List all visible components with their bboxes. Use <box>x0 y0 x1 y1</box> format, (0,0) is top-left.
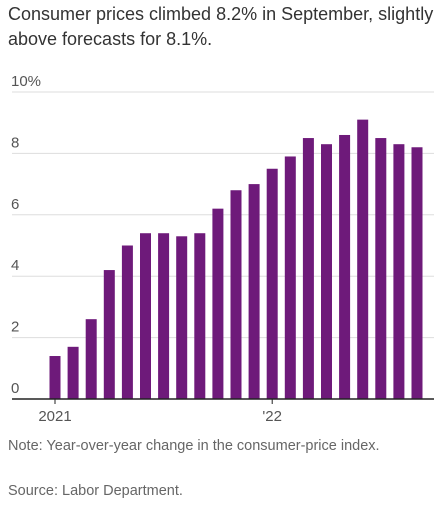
bar <box>103 270 115 399</box>
y-tick-label: 2 <box>11 319 19 336</box>
bar <box>49 356 61 399</box>
y-tick-label: 8 <box>11 134 19 151</box>
bar <box>393 144 405 399</box>
bar <box>411 147 423 399</box>
bar-chart: 0 2 4 6 8 10% 2021 '22 <box>11 73 434 425</box>
bar <box>85 319 97 399</box>
x-tick-labels: 2021 '22 <box>38 399 282 425</box>
y-tick-label: 6 <box>11 196 19 213</box>
y-tick-label: 4 <box>11 257 19 274</box>
chart-title: Consumer prices climbed 8.2% in Septembe… <box>8 4 434 49</box>
y-tick-labels: 0 2 4 6 8 10% <box>11 73 41 397</box>
chart-note: Note: Year-over-year change in the consu… <box>8 438 380 454</box>
bar <box>140 233 151 399</box>
bar <box>176 236 188 399</box>
bar <box>321 144 332 399</box>
bars <box>49 119 423 400</box>
bar <box>194 233 206 399</box>
bar <box>357 119 369 399</box>
bar <box>266 168 278 399</box>
bar <box>284 156 296 399</box>
bar <box>67 346 79 399</box>
bar <box>230 190 242 399</box>
bar <box>212 208 224 399</box>
x-tick-label: '22 <box>262 408 282 425</box>
bar <box>121 245 133 399</box>
chart-source: Source: Labor Department. <box>8 483 183 499</box>
y-tick-label: 0 <box>11 380 19 397</box>
y-tick-label: 10% <box>11 73 41 90</box>
bar <box>375 138 387 400</box>
bar <box>158 233 170 399</box>
bar <box>248 184 260 399</box>
x-tick-label: 2021 <box>38 408 71 425</box>
bar <box>302 138 314 400</box>
bar <box>339 134 351 399</box>
